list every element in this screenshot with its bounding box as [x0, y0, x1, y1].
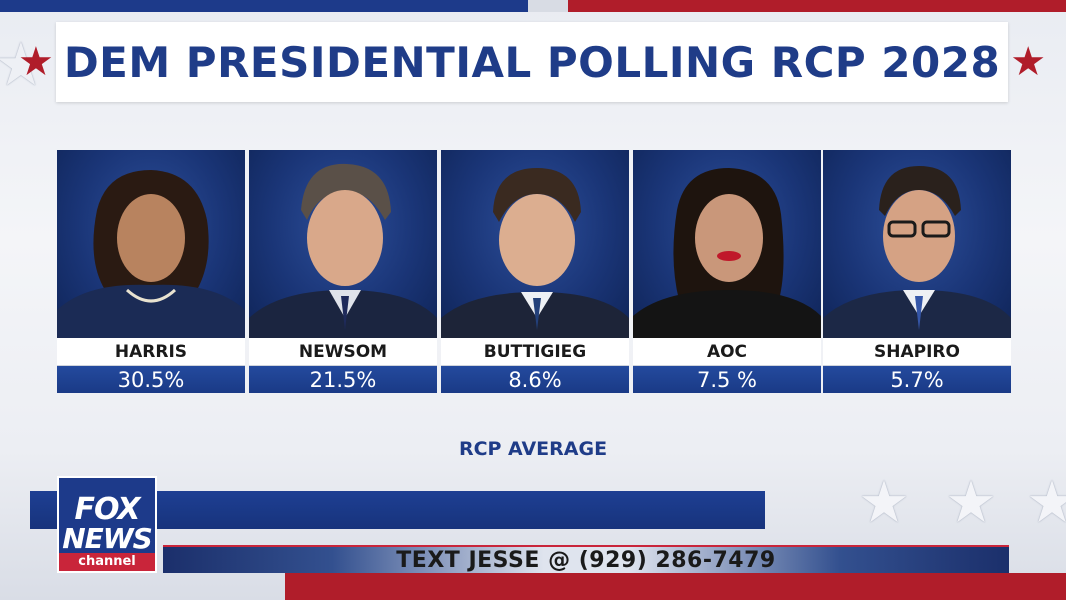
decorative-star-icon: ★ [945, 468, 997, 536]
candidate-photo [441, 150, 629, 338]
candidate-card: SHAPIRO 5.7% [823, 150, 1011, 393]
title-banner: ★ DEM PRESIDENTIAL POLLING RCP 2028 ★ [18, 22, 1046, 102]
candidate-name: BUTTIGIEG [441, 338, 629, 366]
page-title: DEM PRESIDENTIAL POLLING RCP 2028 [63, 37, 1001, 87]
candidate-name: HARRIS [57, 338, 245, 366]
decorative-star-icon: ★ [858, 468, 910, 536]
logo-channel: channel [59, 553, 155, 571]
candidate-photo [57, 150, 245, 338]
candidate-name: NEWSOM [249, 338, 437, 366]
top-stripe-red [568, 0, 1066, 12]
star-icon: ★ [17, 39, 54, 85]
lower-third-red-bar [285, 573, 1066, 600]
candidate-card: AOC 7.5 % [633, 150, 821, 393]
candidate-name: SHAPIRO [823, 338, 1011, 366]
ticker-bar: TEXT JESSE @ (929) 286-7479 [163, 545, 1009, 573]
fox-news-logo: FOX NEWS channel [57, 476, 157, 573]
candidate-percent: 21.5% [249, 366, 437, 393]
candidate-photo [823, 150, 1011, 338]
logo-fox: FOX [74, 492, 140, 527]
decorative-star-icon: ★ [0, 30, 48, 100]
top-stripe-blue [0, 0, 528, 12]
candidate-percent: 7.5 % [633, 366, 821, 393]
candidate-card: HARRIS 30.5% [57, 150, 245, 393]
candidate-card: BUTTIGIEG 8.6% [441, 150, 629, 393]
candidate-photo [633, 150, 821, 338]
candidate-photo [249, 150, 437, 338]
candidate-name: AOC [633, 338, 821, 366]
rcp-average-label: RCP AVERAGE [458, 438, 608, 460]
star-icon: ★ [1010, 39, 1047, 85]
logo-news: NEWS [62, 522, 153, 555]
candidate-cards: HARRIS 30.5% NEWSOM 21.5% BUTTIG [57, 150, 1011, 393]
ticker-text: TEXT JESSE @ (929) 286-7479 [396, 547, 776, 573]
top-stripe-divider [528, 0, 568, 12]
candidate-card: NEWSOM 21.5% [249, 150, 437, 393]
decorative-star-icon: ★ [1026, 468, 1066, 536]
candidate-percent: 8.6% [441, 366, 629, 393]
candidate-percent: 5.7% [823, 366, 1011, 393]
candidate-percent: 30.5% [57, 366, 245, 393]
